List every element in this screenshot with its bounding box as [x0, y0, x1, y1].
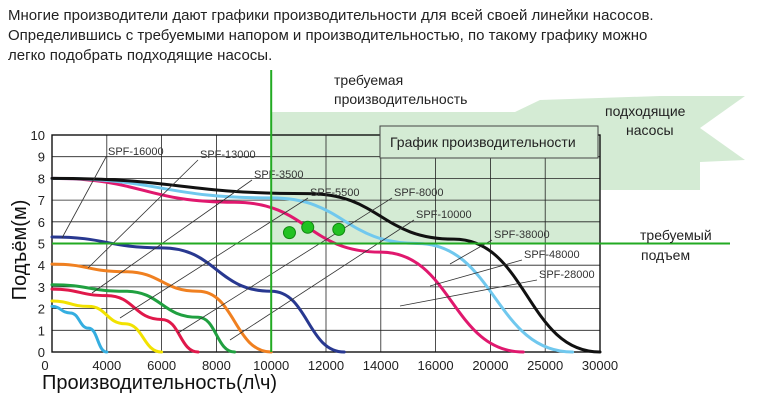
- suitable-pumps-label-2: насосы: [626, 122, 674, 138]
- x-tick-label: 16000: [418, 358, 454, 373]
- model-label-spf-5500: SPF-5500: [310, 187, 360, 199]
- y-tick-label: 9: [38, 150, 45, 165]
- required-head-label-1: требуемый: [640, 227, 712, 243]
- model-label-spf-16000: SPF-16000: [108, 146, 164, 158]
- suitable-pumps-label-1: подходящие: [605, 103, 686, 119]
- model-label-spf-48000: SPF-48000: [524, 249, 580, 261]
- required-flow-label-1: требуемая: [334, 72, 403, 88]
- y-tick-label: 10: [31, 128, 45, 143]
- x-tick-label: 6000: [147, 358, 176, 373]
- x-tick-label: 14000: [363, 358, 399, 373]
- x-tick-label: 0: [41, 358, 48, 373]
- y-tick-label: 6: [38, 215, 45, 230]
- y-tick-label: 2: [38, 302, 45, 317]
- leader-line: [399, 279, 538, 307]
- series-curve-spf-48000: [50, 176, 602, 354]
- required-flow-label-2: производительность: [334, 91, 467, 107]
- leader-line: [229, 219, 415, 341]
- x-tick-label: 10000: [253, 358, 289, 373]
- chart-caption-box: [379, 125, 599, 159]
- suitable-pump-marker: [332, 222, 346, 236]
- y-tick-label: 7: [38, 193, 45, 208]
- leader-line: [429, 259, 523, 287]
- y-tick-label: 5: [38, 237, 45, 252]
- y-tick-label: 0: [38, 345, 45, 360]
- model-label-spf-3500: SPF-3500: [254, 169, 304, 181]
- series-curve-spf-3000: [50, 299, 164, 354]
- leader-line: [119, 197, 309, 319]
- leader-line: [177, 197, 393, 334]
- leader-line: [91, 179, 253, 294]
- series-curve-spf-3500: [50, 287, 200, 354]
- intro-line-2: Определившись с требуемыми напором и про…: [8, 27, 648, 44]
- series-curve-spf-38000: [50, 176, 575, 354]
- x-tick-label: 25000: [527, 358, 563, 373]
- y-axis-label: Подъём(м): [9, 200, 31, 301]
- leader-line: [61, 156, 107, 239]
- x-tick-label: 8000: [202, 358, 231, 373]
- required-head-label-2: подъем: [641, 247, 690, 263]
- intro-line-3: легко подобрать подходящие насосы.: [8, 47, 273, 64]
- intro-line-1: Многие производители дают графики произв…: [8, 7, 654, 24]
- y-tick-label: 8: [38, 171, 45, 186]
- leader-line: [87, 159, 199, 269]
- model-label-spf-10000: SPF-10000: [416, 209, 472, 221]
- y-tick-label: 3: [38, 280, 45, 295]
- series-curve-spf-2000: [50, 304, 109, 354]
- series-curve-spf-5500: [50, 283, 237, 354]
- x-tick-label: 30000: [582, 358, 618, 373]
- suitable-pump-marker: [282, 226, 296, 240]
- x-tick-label: 12000: [308, 358, 344, 373]
- chart-caption: График производительности: [390, 134, 576, 150]
- x-axis-label: Производительность(л\ч): [42, 372, 277, 394]
- model-label-spf-13000: SPF-13000: [200, 149, 256, 161]
- y-tick-label: 1: [38, 323, 45, 338]
- model-label-spf-28000: SPF-28000: [539, 269, 595, 281]
- model-label-spf-38000: SPF-38000: [494, 229, 550, 241]
- suitable-pump-marker: [301, 220, 315, 234]
- x-tick-label: 20000: [472, 358, 508, 373]
- model-label-spf-8000: SPF-8000: [394, 187, 444, 199]
- y-tick-label: 4: [38, 258, 45, 273]
- x-tick-label: 4000: [92, 358, 121, 373]
- intro-text: Многие производители дают графики произв…: [8, 6, 753, 66]
